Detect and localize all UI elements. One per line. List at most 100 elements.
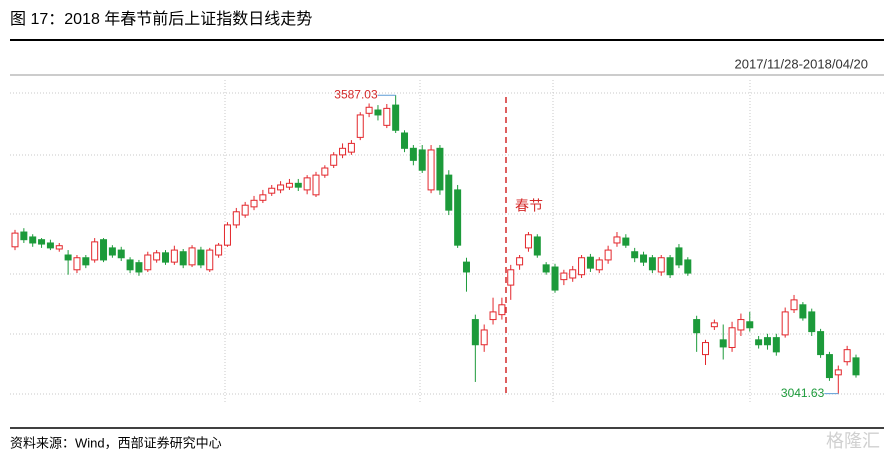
candle-body: [321, 167, 329, 176]
candle-body: [772, 337, 780, 353]
candle-body: [693, 319, 701, 334]
candle-body: [852, 357, 860, 376]
candle-body: [462, 261, 470, 273]
candle-body: [197, 249, 205, 266]
candle-body: [144, 254, 152, 271]
candle-body: [356, 114, 364, 138]
low-label: 3041.63: [781, 386, 825, 400]
candle-body: [498, 304, 506, 316]
candle-body: [675, 247, 683, 266]
candle-body: [241, 204, 249, 216]
candle-body: [232, 211, 240, 226]
candle-body: [808, 311, 816, 333]
candle-body: [755, 339, 763, 346]
candle-body: [135, 262, 143, 273]
candle-body: [11, 232, 19, 248]
candle-body: [312, 174, 320, 196]
high-label: 3587.03: [334, 87, 378, 101]
candle-body: [250, 199, 258, 208]
candle-body: [445, 174, 453, 211]
grid: [10, 80, 884, 404]
candle-body: [206, 249, 214, 271]
candle-body: [533, 236, 541, 256]
candle-body: [781, 311, 789, 336]
candle-body: [277, 184, 285, 191]
candle-body: [55, 245, 63, 250]
candle-body: [790, 299, 798, 311]
candle-body: [303, 177, 311, 191]
candle-body: [657, 257, 665, 273]
candle-body: [569, 269, 577, 279]
candle-body: [170, 249, 178, 263]
candle-body: [843, 349, 851, 363]
candle-body: [223, 224, 231, 246]
chart-title: 图 17：2018 年春节前后上证指数日线走势: [10, 10, 312, 28]
candle-body: [507, 269, 515, 286]
candle-body: [454, 189, 462, 246]
candle-body: [480, 329, 488, 346]
candle-body: [126, 259, 134, 271]
candle-body: [330, 154, 338, 166]
candle-body: [347, 142, 355, 153]
candle-body: [436, 147, 444, 191]
candle-body: [409, 147, 417, 161]
watermark: 格隆汇: [826, 431, 880, 451]
candle-body: [799, 304, 807, 319]
candle-body: [38, 239, 46, 245]
candle-body: [29, 236, 37, 244]
candle-body: [746, 321, 754, 329]
candle-body: [516, 257, 524, 266]
candle-body: [551, 266, 559, 291]
candle-body: [613, 236, 621, 244]
candle-body: [91, 241, 99, 261]
candle-body: [817, 331, 825, 356]
candle-body: [631, 251, 639, 259]
candle-body: [268, 187, 276, 194]
candle-body: [622, 237, 630, 246]
candle-body: [82, 257, 90, 266]
candle-body: [401, 132, 409, 149]
candle-body: [728, 327, 736, 348]
festival-label: 春节: [515, 198, 543, 214]
candle-body: [489, 311, 497, 321]
candle-body: [285, 182, 293, 188]
candle-body: [542, 264, 550, 273]
candle-body: [46, 242, 54, 249]
candle-body: [710, 322, 718, 328]
date-range: 2017/11/28-2018/04/20: [735, 56, 869, 71]
candle-body: [825, 354, 833, 379]
candle-body: [108, 247, 116, 256]
candle-body: [640, 254, 648, 263]
candle-body: [153, 252, 161, 261]
candle-body: [586, 256, 594, 269]
candle-body: [117, 249, 125, 259]
candle-body: [215, 244, 223, 256]
candle-body: [578, 257, 586, 276]
candle-body: [666, 257, 674, 276]
candles: [11, 95, 860, 394]
candle-body: [604, 249, 612, 261]
candle-body: [719, 339, 727, 348]
candle-body: [737, 319, 745, 331]
candle-body: [374, 109, 382, 116]
candle-body: [179, 251, 187, 266]
candle-body: [161, 252, 169, 263]
candle-body: [20, 231, 28, 241]
candle-body: [339, 147, 347, 156]
candle-body: [418, 149, 426, 171]
candle-body: [259, 194, 267, 201]
candle-body: [471, 319, 479, 346]
source: 资料来源：Wind，西部证券研究中心: [10, 435, 222, 450]
candle-body: [427, 149, 435, 191]
candle-body: [684, 259, 692, 274]
candle-body: [834, 369, 842, 376]
candle-body: [73, 257, 81, 271]
candle-body: [383, 107, 391, 126]
candle-body: [560, 272, 568, 281]
candle-body: [100, 239, 108, 261]
candle-body: [392, 104, 400, 131]
candle-body: [365, 106, 373, 114]
candle-body: [188, 247, 196, 266]
candle-body: [524, 234, 532, 249]
